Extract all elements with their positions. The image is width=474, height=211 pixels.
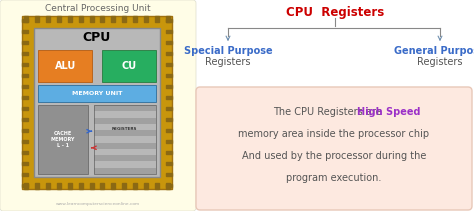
FancyBboxPatch shape [196, 87, 472, 210]
Bar [68, 16, 72, 22]
Bar [166, 150, 172, 153]
Text: Registers: Registers [417, 57, 463, 67]
Bar [22, 173, 28, 176]
Bar [35, 16, 39, 22]
Bar [38, 50, 92, 82]
Bar [22, 150, 28, 153]
Bar [166, 139, 172, 142]
Text: Special Purpose: Special Purpose [184, 46, 272, 56]
Bar [22, 84, 28, 88]
Text: The CPU Registers are: The CPU Registers are [273, 107, 385, 117]
Bar [93, 143, 156, 149]
Bar [144, 183, 148, 189]
Bar [38, 105, 88, 174]
Bar [22, 19, 28, 22]
Bar [79, 183, 82, 189]
Bar [166, 41, 172, 43]
Bar [166, 84, 172, 88]
Bar [133, 183, 137, 189]
Bar [166, 51, 172, 54]
Text: General Purpose: General Purpose [394, 46, 474, 56]
Bar [166, 173, 172, 176]
Bar [166, 184, 172, 187]
Bar [166, 96, 172, 99]
Bar [93, 105, 156, 174]
Bar [102, 50, 156, 82]
Bar [93, 168, 156, 174]
Text: memory area inside the processor chip: memory area inside the processor chip [238, 129, 429, 139]
Bar [34, 28, 160, 177]
Bar [90, 16, 93, 22]
Bar [122, 183, 126, 189]
Bar [111, 16, 115, 22]
Text: MEMORY UNIT: MEMORY UNIT [72, 91, 122, 96]
Bar [22, 161, 28, 165]
Text: And used by the processor during the: And used by the processor during the [242, 151, 426, 161]
Bar [22, 96, 28, 99]
Bar [57, 183, 61, 189]
Bar [22, 51, 28, 54]
Text: High Speed: High Speed [357, 107, 420, 117]
Bar [46, 183, 50, 189]
Bar [166, 19, 172, 22]
Bar [144, 16, 148, 22]
Bar [133, 16, 137, 22]
Bar [155, 183, 159, 189]
Bar [93, 130, 156, 136]
Bar [166, 16, 170, 22]
Bar [90, 183, 93, 189]
Bar [100, 16, 104, 22]
Bar [166, 73, 172, 77]
Text: CPU: CPU [83, 31, 111, 44]
Bar [122, 16, 126, 22]
Text: CACHE
MEMORY
L - 1: CACHE MEMORY L - 1 [51, 131, 75, 148]
Bar [24, 16, 28, 22]
Bar [22, 107, 28, 110]
Bar [57, 16, 61, 22]
FancyBboxPatch shape [0, 0, 196, 211]
Bar [166, 128, 172, 131]
Bar [22, 62, 28, 65]
Bar [79, 16, 82, 22]
Bar [166, 183, 170, 189]
Bar [93, 118, 156, 124]
Bar [166, 107, 172, 110]
Bar [22, 30, 28, 32]
Bar [22, 128, 28, 131]
Bar [166, 30, 172, 32]
Text: CU: CU [121, 61, 137, 71]
Bar [22, 118, 28, 120]
Text: ALU: ALU [55, 61, 76, 71]
Bar [155, 16, 159, 22]
Text: Registers: Registers [205, 57, 251, 67]
Bar [46, 16, 50, 22]
Bar [35, 183, 39, 189]
Bar [24, 183, 28, 189]
Bar [166, 161, 172, 165]
Bar [22, 184, 28, 187]
Bar [93, 155, 156, 161]
Text: Central Processing Unit: Central Processing Unit [45, 4, 151, 13]
Bar [22, 139, 28, 142]
Bar [166, 62, 172, 65]
Bar [22, 16, 172, 189]
Bar [111, 183, 115, 189]
Text: www.learncomputerscienceonline.com: www.learncomputerscienceonline.com [56, 202, 140, 206]
Bar [93, 105, 156, 111]
Bar [38, 85, 156, 102]
Bar [166, 118, 172, 120]
Bar [22, 73, 28, 77]
Bar [100, 183, 104, 189]
Bar [68, 183, 72, 189]
Text: REGISTERS: REGISTERS [112, 127, 137, 131]
Bar [22, 41, 28, 43]
Text: program execution.: program execution. [286, 173, 382, 183]
Text: CPU  Registers: CPU Registers [286, 6, 384, 19]
